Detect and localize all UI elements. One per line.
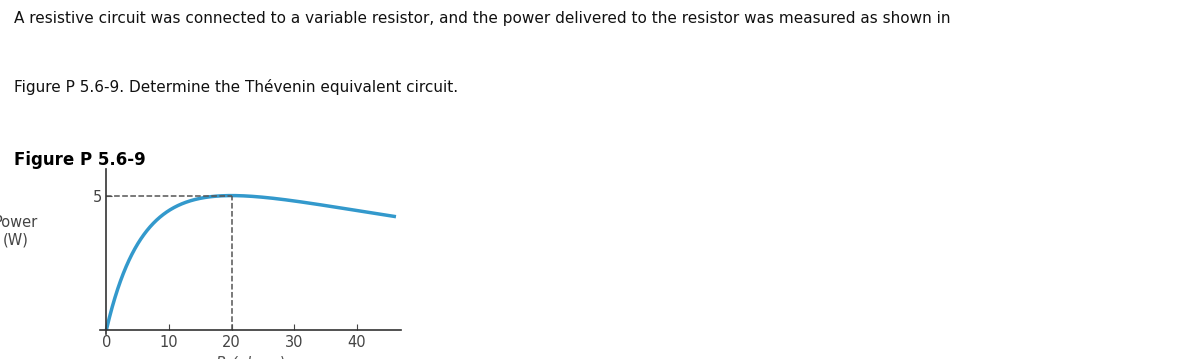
Text: Figure P 5.6-9. Determine the Thévenin equivalent circuit.: Figure P 5.6-9. Determine the Thévenin e… — [14, 79, 458, 95]
Text: Power
(W): Power (W) — [0, 215, 38, 248]
Text: A resistive circuit was connected to a variable resistor, and the power delivere: A resistive circuit was connected to a v… — [14, 11, 951, 26]
Text: Figure P 5.6-9: Figure P 5.6-9 — [14, 151, 146, 169]
X-axis label: R (ohms): R (ohms) — [216, 355, 285, 359]
